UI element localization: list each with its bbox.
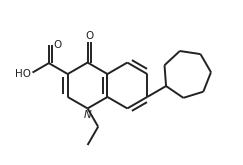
- Text: N: N: [84, 110, 91, 120]
- Text: HO: HO: [15, 68, 31, 79]
- Text: O: O: [85, 31, 94, 41]
- Text: O: O: [53, 40, 61, 50]
